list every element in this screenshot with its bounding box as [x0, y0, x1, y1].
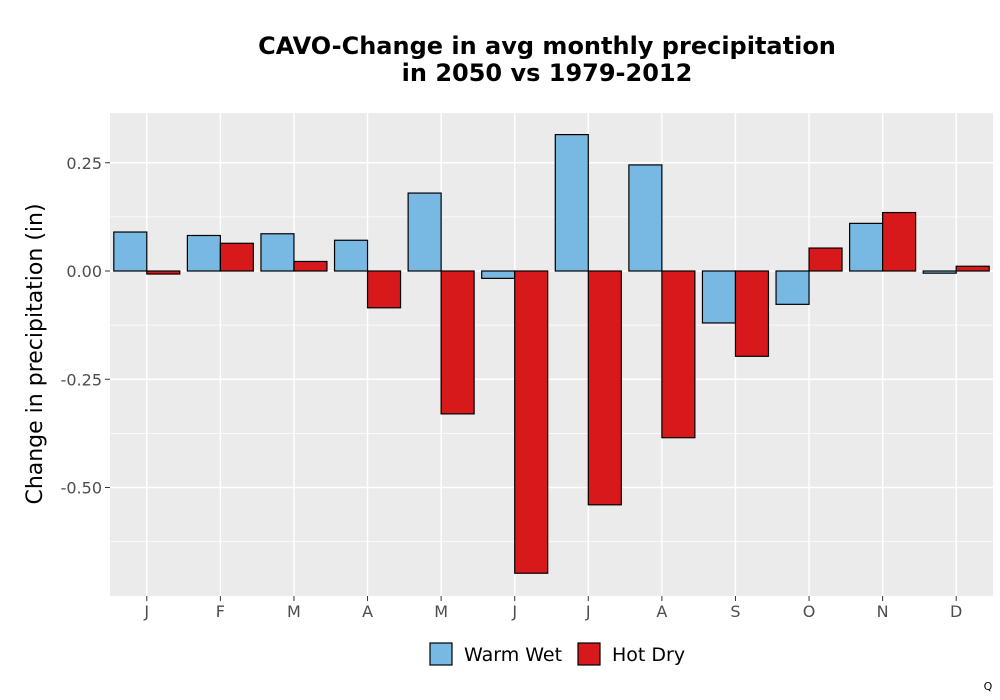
panel-background [110, 113, 993, 596]
bar-warm-wet-5 [481, 270, 516, 279]
y-tick-label: 0.25 [66, 154, 102, 173]
y-tick-label: -0.25 [61, 370, 102, 389]
y-axis-title: Change in precipitation (in) [23, 203, 48, 504]
legend-key-hot-dry [577, 642, 601, 666]
x-tick-label: J [143, 602, 149, 621]
x-tick-label: M [287, 602, 301, 621]
legend-label-hot-dry: Hot Dry [612, 644, 685, 666]
bar-hot-dry-6 [587, 270, 622, 506]
legend-key-warm-wet [429, 642, 453, 666]
x-tick-label: N [877, 602, 889, 621]
bar-warm-wet-8 [701, 270, 737, 324]
bar-hot-dry-0 [146, 270, 181, 275]
chart-title-line-1: CAVO-Change in avg monthly precipitation [258, 32, 836, 60]
bar-hot-dry-1 [219, 242, 254, 272]
bar-hot-dry-8 [734, 270, 770, 357]
bar-hot-dry-4 [440, 270, 475, 415]
legend-label-warm-wet: Warm Wet [464, 644, 562, 666]
bar-hot-dry-3 [366, 270, 402, 309]
bar-warm-wet-4 [407, 192, 442, 272]
bar-warm-wet-1 [186, 234, 221, 272]
x-tick-label: M [434, 602, 448, 621]
bar-warm-wet-9 [775, 270, 810, 305]
bar-warm-wet-11 [922, 270, 957, 274]
bar-warm-wet-2 [260, 233, 295, 272]
legend: Warm Wet Hot Dry [429, 642, 685, 666]
bar-hot-dry-7 [661, 270, 696, 439]
y-tick-label: 0.00 [66, 262, 102, 281]
x-tick-label: S [730, 602, 740, 621]
y-axis: 0.25 0.00 -0.25 -0.50 [61, 154, 110, 498]
x-tick-label: D [950, 602, 962, 621]
bar-warm-wet-0 [113, 231, 148, 272]
x-tick-label: A [362, 602, 373, 621]
bar-hot-dry-5 [514, 270, 549, 574]
bar-warm-wet-10 [849, 222, 884, 272]
x-tick-label: J [585, 602, 591, 621]
x-tick-label: A [656, 602, 667, 621]
corner-mark: Q [984, 680, 993, 693]
bar-hot-dry-11 [955, 265, 990, 272]
x-tick-label: F [216, 602, 225, 621]
x-tick-label: O [803, 602, 816, 621]
plot-panel [110, 113, 993, 596]
chart-title-line-2: in 2050 vs 1979-2012 [402, 59, 693, 87]
bar-warm-wet-3 [333, 239, 369, 272]
x-tick-label: J [511, 602, 517, 621]
y-tick-label: -0.50 [61, 479, 102, 498]
bar-warm-wet-7 [628, 164, 663, 272]
bar-warm-wet-6 [554, 134, 589, 272]
bars-layer [113, 134, 990, 574]
bar-hot-dry-2 [293, 260, 328, 272]
bar-hot-dry-9 [808, 247, 843, 272]
bar-hot-dry-10 [882, 211, 917, 272]
